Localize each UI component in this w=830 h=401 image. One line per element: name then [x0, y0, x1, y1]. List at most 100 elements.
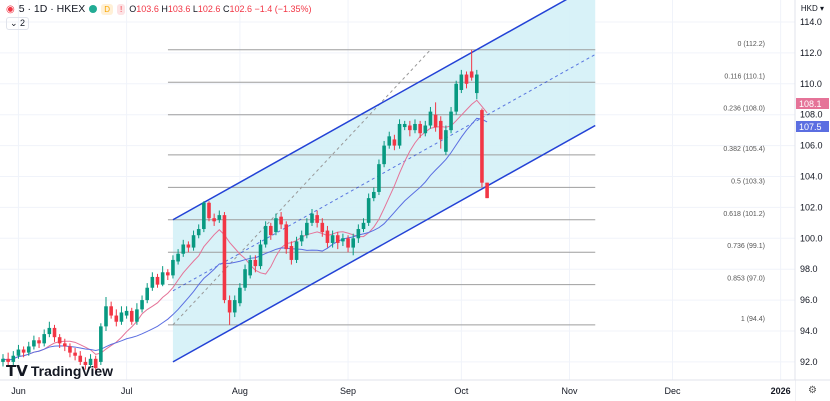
candle-body [258, 244, 263, 267]
ohlc-values: O103.6 H103.6 L102.6 C102.6 −1.4 (−1.35%… [129, 4, 312, 14]
candle-body [207, 202, 211, 219]
candle-body [335, 235, 340, 243]
candle-body [238, 287, 242, 304]
candle-body [284, 224, 289, 250]
price-tick-label: 108.0 [800, 110, 823, 120]
time-tick-label: Aug [232, 386, 248, 396]
symbol-label[interactable]: 5 · 1D · HKEX [18, 3, 86, 15]
candle-body [413, 123, 417, 131]
time-tick-label: Sep [340, 386, 356, 396]
price-tick-label: 104.0 [800, 172, 823, 182]
legend-header: ◉ 5 · 1D · HKEX D ! O103.6 H103.6 L102.6… [6, 3, 312, 15]
candle-body [52, 327, 57, 338]
channel-median-line [172, 54, 596, 292]
candle-body [32, 340, 36, 347]
ma-fast-price-tag-label: 108.1 [799, 99, 822, 109]
ma-slow-price-tag [796, 121, 829, 132]
candle-body [454, 83, 458, 112]
price-tick-label: 94.0 [800, 326, 818, 336]
candle-body [325, 230, 330, 243]
fib-level-label: 0.5 (103.3) [731, 178, 765, 185]
candle-body [475, 74, 479, 94]
gear-icon[interactable]: ⚙ [808, 385, 817, 396]
candle-body [6, 358, 10, 362]
delayed-badge[interactable]: D [101, 3, 114, 15]
candle-body [119, 312, 124, 322]
candle-body [438, 120, 443, 140]
candle-body [392, 139, 397, 146]
candle-body [253, 259, 258, 267]
candle-body [464, 74, 469, 84]
candle-body [1, 358, 5, 362]
alert-badge[interactable]: ! [117, 3, 126, 15]
fib-level-label: 1 (94.4) [741, 316, 765, 323]
candle-body [428, 111, 433, 126]
price-tick-label: 112.0 [800, 48, 822, 58]
candle-body [346, 238, 350, 248]
candle-body [227, 300, 232, 313]
eye-icon[interactable]: ◉ [6, 3, 15, 15]
candle-body [186, 244, 191, 248]
candle-body [140, 300, 144, 310]
candle-body [248, 259, 252, 276]
candle-body [124, 310, 129, 316]
candle-body [444, 130, 448, 152]
candle-body [480, 110, 484, 183]
candle-body [11, 355, 16, 362]
indicators-toggle[interactable]: ⌄ 2 [6, 17, 30, 30]
candle-body [160, 272, 165, 285]
market-status-icon [89, 5, 98, 13]
candle-body [320, 222, 325, 233]
candle-body [150, 276, 155, 288]
candle-body [196, 229, 201, 236]
candle-body [289, 246, 294, 260]
candle-body [330, 235, 335, 243]
candle-body [382, 145, 386, 165]
price-tick-label: 98.0 [800, 264, 818, 274]
candle-body [402, 123, 407, 128]
price-tick-label: 100.0 [800, 233, 823, 243]
candle-body [21, 349, 26, 353]
candle-body [16, 349, 21, 356]
channel-fill [172, 0, 596, 362]
price-tick-label: 110.0 [800, 79, 822, 89]
channel-lower-line [172, 124, 596, 363]
fib-level-label: 0.382 (105.4) [723, 146, 765, 153]
fib-level-label: 0 (112.2) [738, 41, 766, 48]
candle-body [114, 315, 119, 322]
candle-body [57, 337, 62, 344]
fib-level-label: 0.618 (101.2) [723, 211, 765, 218]
fib-level-label: 0.116 (110.1) [724, 73, 765, 80]
fib-level-label: 0.236 (108.0) [723, 106, 765, 113]
candle-body [26, 346, 31, 353]
candle-body [93, 358, 98, 369]
trend-line [172, 49, 431, 326]
candle-body [104, 306, 108, 327]
candle-body [356, 229, 361, 239]
currency-selector[interactable]: HKD ▾ [800, 4, 824, 13]
candle-body [423, 125, 428, 134]
time-tick-label: Dec [664, 386, 681, 396]
price-tick-label: 114.0 [800, 17, 822, 27]
candle-body [361, 222, 366, 230]
candle-body [372, 191, 376, 199]
price-tick-label: 102.0 [800, 202, 823, 212]
ma-slow-line [2, 117, 488, 361]
candle-body [351, 238, 355, 248]
candle-body [341, 238, 345, 242]
time-axis [0, 380, 795, 401]
candle-body [63, 343, 67, 347]
ma-fast-price-tag [796, 98, 829, 109]
candle-body [155, 276, 160, 285]
candle-body [299, 235, 304, 242]
candle-body [449, 111, 453, 131]
candle-body [485, 182, 489, 199]
ma-slow-price-tag-label: 107.5 [799, 122, 822, 132]
tradingview-logo-icon: 𝗧𝗩 [6, 363, 28, 380]
channel-upper-line [172, 0, 568, 221]
candle-body [176, 253, 180, 262]
price-tick-label: 106.0 [800, 141, 823, 151]
candle-body [377, 164, 381, 192]
candle-body [42, 334, 46, 344]
